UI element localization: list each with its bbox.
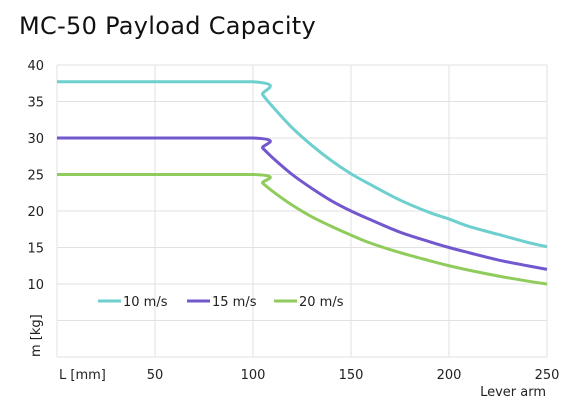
- legend-item: 15 m/s: [187, 295, 257, 310]
- y-tick-label: 40: [27, 59, 44, 74]
- x-axis-label: Lever arm: [480, 385, 546, 400]
- y-tick-label: 10: [27, 278, 44, 293]
- chart-title: MC-50 Payload Capacity: [19, 12, 317, 40]
- x-tick-label: 200: [437, 368, 462, 383]
- x-tick-label: 250: [535, 368, 560, 383]
- legend-label: 10 m/s: [123, 295, 168, 310]
- legend-label: 15 m/s: [212, 295, 257, 310]
- y-tick-label: 30: [27, 132, 44, 147]
- y-tick-label: 35: [27, 96, 44, 111]
- y-tick-label: 25: [27, 169, 44, 184]
- y-tick-label: 20: [27, 205, 44, 220]
- series-lines: [57, 80, 548, 286]
- y-axis-label: m [kg]: [29, 314, 44, 357]
- series-line-20-m-s: [57, 172, 548, 286]
- x-unit-label: L [mm]: [59, 368, 106, 383]
- y-tick-label: 15: [27, 242, 44, 257]
- legend: 10 m/s 15 m/s 20 m/s: [98, 295, 344, 310]
- legend-item: 10 m/s: [98, 295, 168, 310]
- x-tick-labels: 50 100 150 200 250: [147, 368, 560, 383]
- series-line-15-m-s: [57, 136, 548, 271]
- legend-label: 20 m/s: [299, 295, 344, 310]
- x-tick-label: 50: [147, 368, 164, 383]
- series-line-10-m-s: [57, 80, 548, 249]
- x-tick-label: 100: [241, 368, 266, 383]
- y-tick-labels: 10 15 20 25 30 35 40: [27, 59, 44, 293]
- legend-item: 20 m/s: [274, 295, 344, 310]
- x-tick-label: 150: [339, 368, 364, 383]
